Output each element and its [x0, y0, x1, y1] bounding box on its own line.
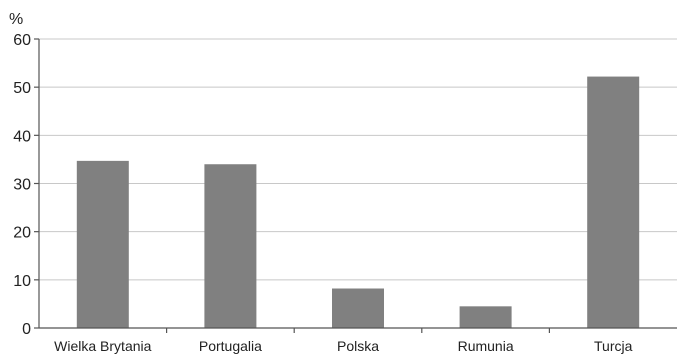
x-category-label: Portugalia	[199, 338, 262, 354]
gridlines	[39, 38, 677, 281]
y-tick-label: 40	[13, 128, 31, 145]
y-tick-label: 30	[13, 177, 31, 194]
bar	[332, 288, 384, 328]
y-tick-label: 50	[13, 80, 31, 97]
y-axis-ticks: 0 10 20 30 40 50 60	[13, 32, 39, 338]
x-category-label: Rumunia	[458, 338, 514, 354]
bar	[204, 164, 257, 328]
bar	[76, 160, 129, 328]
y-tick-label: 10	[13, 273, 31, 290]
x-category-label: Turcja	[594, 338, 633, 354]
y-tick-label: 60	[13, 32, 31, 49]
y-tick-label: 0	[22, 321, 31, 338]
x-category-label: Polska	[337, 338, 379, 354]
y-tick-label: 20	[13, 225, 31, 242]
bar	[459, 306, 512, 328]
y-axis-unit-label: %	[9, 11, 23, 28]
x-category-label: Wielka Brytania	[54, 338, 151, 354]
bars	[76, 76, 640, 328]
bar	[587, 76, 640, 328]
x-axis-category-labels: Wielka Brytania Portugalia Polska Rumunia Tu…	[54, 338, 632, 354]
